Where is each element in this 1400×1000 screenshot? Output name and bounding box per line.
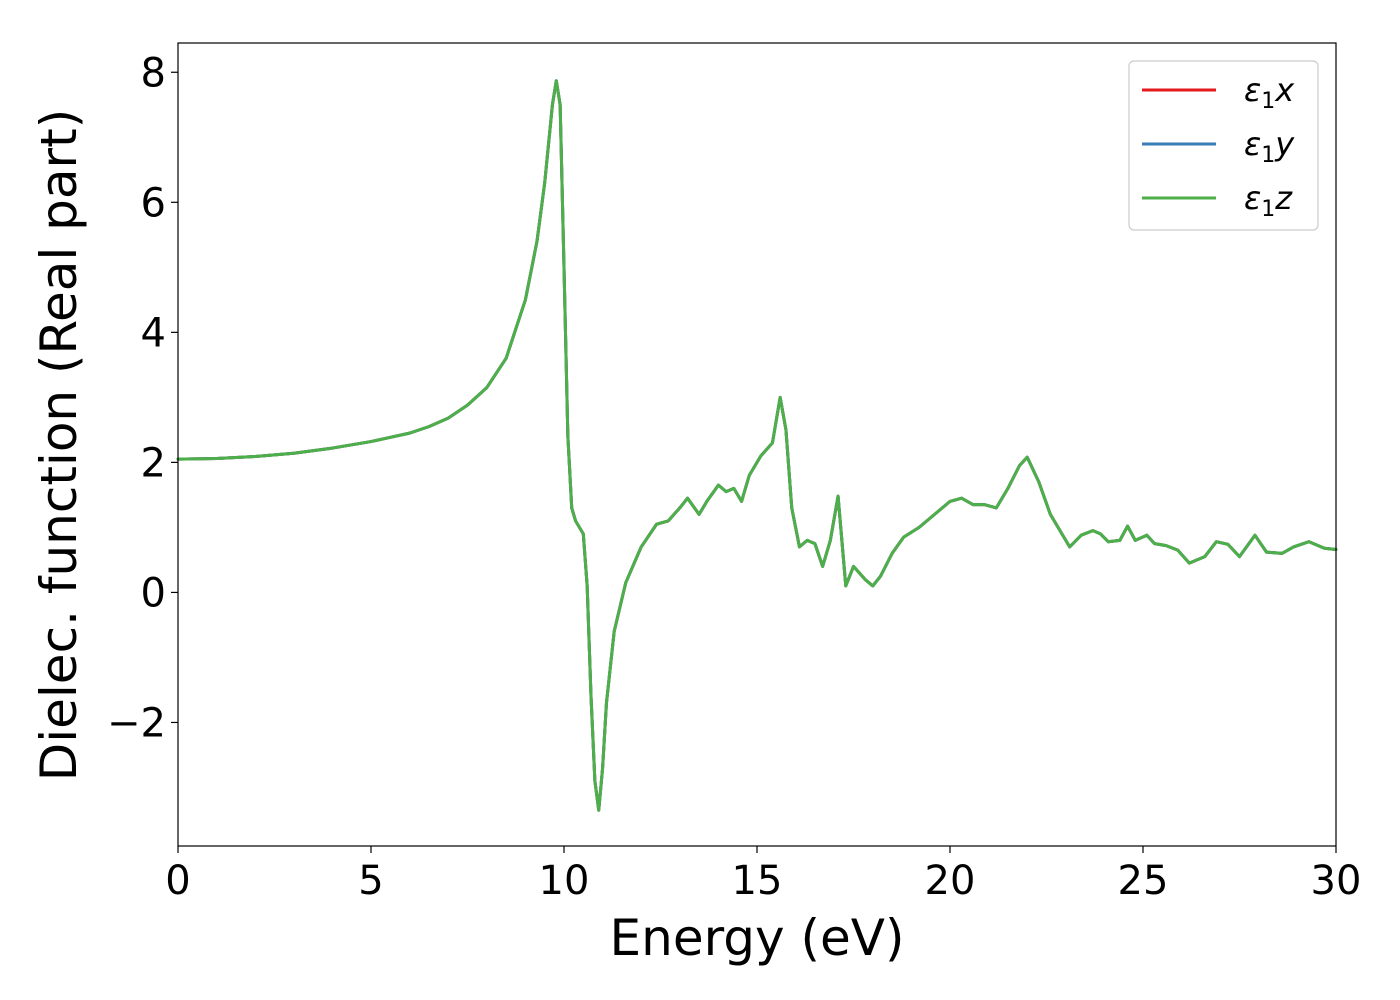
legend: ε1x ε1y ε1z	[1128, 60, 1319, 231]
y-tick-label: 6	[141, 180, 166, 226]
x-axis: 0 5 10 15 20 25 30	[165, 846, 1361, 904]
x-axis-label: Energy (eV)	[610, 909, 905, 967]
legend-label-z: ε1z	[1244, 179, 1293, 222]
x-tick-label: 30	[1311, 858, 1362, 904]
x-tick-label: 0	[165, 858, 190, 904]
x-tick-label: 5	[358, 858, 383, 904]
y-axis-label: Dielec. function (Real part)	[30, 109, 88, 781]
x-tick-label: 25	[1118, 858, 1169, 904]
legend-label-x: ε1x	[1244, 71, 1295, 114]
y-tick-label: 0	[141, 570, 166, 616]
y-tick-label: −2	[107, 700, 166, 746]
y-tick-label: 8	[141, 50, 166, 96]
plot-area	[176, 79, 1338, 812]
x-tick-label: 15	[732, 858, 783, 904]
series-line-z	[176, 79, 1338, 812]
y-axis: −2 0 2 4 6 8	[107, 50, 178, 746]
x-tick-label: 10	[539, 858, 590, 904]
y-tick-label: 4	[141, 310, 166, 356]
legend-box	[1128, 60, 1319, 231]
x-tick-label: 20	[925, 858, 976, 904]
y-tick-label: 2	[141, 440, 166, 486]
legend-label-y: ε1y	[1244, 125, 1295, 168]
